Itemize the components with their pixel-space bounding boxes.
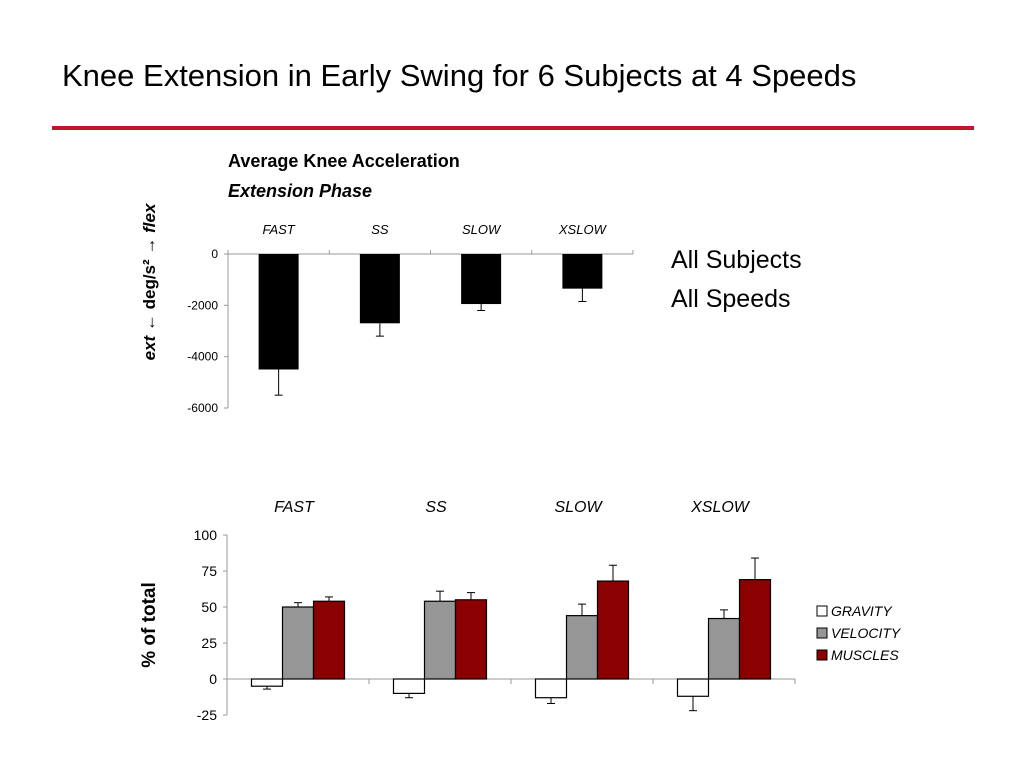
chart2-y-tick-label: 50 (201, 599, 217, 615)
chart2-bar-muscles-slow (596, 580, 630, 680)
chart2-error-bar-velocity-ss (436, 590, 444, 602)
chart2-error-bar-muscles-xslow (751, 557, 759, 580)
chart1-error-bar-slow (477, 304, 486, 311)
legend-swatch-muscles (816, 649, 828, 661)
chart2-error-bar-muscles-fast (325, 596, 333, 602)
chart1-y-tick-label: 0 (211, 247, 218, 261)
chart1-category-label-ss: SS (371, 222, 389, 237)
chart2-y-tick-label: 100 (194, 527, 218, 543)
chart2-error-bar-muscles-ss (467, 592, 475, 600)
chart2-bar-velocity-xslow (707, 617, 741, 680)
chart2-error-bar-gravity-slow (547, 697, 555, 704)
chart2-category-label-fast: FAST (274, 499, 315, 516)
legend-label-velocity: VELOCITY (831, 625, 902, 641)
chart1-y-tick-label: -2000 (187, 298, 218, 312)
chart2-category-label-ss: SS (425, 499, 447, 516)
chart2-bar-velocity-fast (281, 606, 315, 680)
chart1-y-label-part: ext (140, 335, 159, 361)
chart1-category-label-xslow: XSLOW (558, 222, 608, 237)
chart2-bar-muscles-fast (312, 600, 346, 680)
chart2-bar-velocity-ss (423, 600, 457, 680)
legend-swatch-velocity (816, 627, 828, 639)
chart2-y-axis-label: % of total (139, 582, 160, 668)
chart1-bar-slow (461, 254, 502, 305)
chart1-subtitle: Extension Phase (228, 181, 372, 201)
chart1-y-label-part: flex (140, 202, 159, 233)
chart2-error-bar-velocity-fast (294, 602, 302, 607)
legend-label-gravity: GRAVITY (831, 603, 893, 619)
note-all-speeds: All Speeds (671, 285, 791, 313)
chart1-y-tick-label: -4000 (187, 350, 218, 364)
chart1-error-bar-fast (274, 369, 283, 396)
chart1-category-label-slow: SLOW (462, 222, 502, 237)
chart2-error-bar-gravity-fast (263, 686, 271, 690)
chart2-y-tick-label: 25 (201, 635, 217, 651)
chart1-error-bar-ss (375, 323, 384, 337)
chart2-error-bar-gravity-ss (405, 693, 413, 699)
chart1-y-label-part: deg/s² (140, 259, 159, 309)
chart1-y-tick-label: -6000 (187, 401, 218, 415)
chart1-error-bar-xslow (578, 288, 587, 302)
chart2-bar-gravity-fast (250, 678, 284, 687)
chart1-bar-xslow (562, 254, 603, 289)
chart1-y-label-part: ← (140, 309, 159, 335)
chart1-category-label-fast: FAST (262, 222, 295, 237)
chart2-bar-muscles-ss (454, 599, 488, 680)
chart2-error-bar-gravity-xslow (689, 696, 697, 712)
chart1-bar-ss (359, 254, 400, 324)
title-rule (52, 126, 974, 130)
chart2-bar-gravity-ss (392, 678, 426, 694)
legend-swatch-gravity (816, 605, 828, 617)
chart2-y-tick-label: 0 (209, 671, 217, 687)
chart2-y-tick-label: 75 (201, 563, 217, 579)
chart2-bar-gravity-xslow (676, 678, 710, 697)
chart1-y-axis-label: ext ← deg/s² → flex (140, 202, 159, 360)
chart1-title: Average Knee Acceleration (228, 151, 460, 171)
slide-title: Knee Extension in Early Swing for 6 Subj… (62, 58, 857, 93)
chart2-error-bar-muscles-slow (609, 564, 617, 582)
chart2-y-tick-label: -25 (197, 707, 217, 723)
chart2-category-label-slow: SLOW (554, 499, 603, 516)
chart2-bar-muscles-xslow (738, 579, 772, 680)
chart2-error-bar-velocity-slow (578, 603, 586, 616)
chart1-y-label-part: → (140, 233, 159, 259)
chart2-category-label-xslow: XSLOW (690, 499, 751, 516)
chart1-bar-fast (258, 254, 299, 370)
chart2-error-bar-velocity-xslow (720, 609, 728, 619)
chart2-bar-gravity-slow (534, 678, 568, 699)
note-all-subjects: All Subjects (671, 246, 802, 274)
legend-label-muscles: MUSCLES (831, 647, 899, 663)
chart2-bar-velocity-slow (565, 615, 599, 680)
